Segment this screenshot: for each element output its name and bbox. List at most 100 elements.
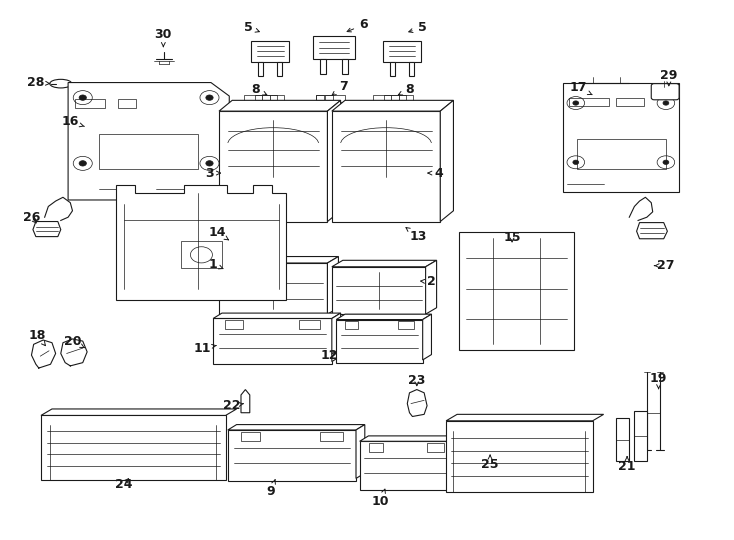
Text: 17: 17: [570, 82, 592, 94]
Polygon shape: [41, 415, 225, 480]
Circle shape: [573, 160, 578, 165]
Bar: [316, 96, 345, 102]
Polygon shape: [332, 100, 454, 111]
Polygon shape: [356, 424, 365, 478]
Polygon shape: [117, 185, 286, 300]
Polygon shape: [336, 320, 423, 363]
Text: 27: 27: [655, 259, 675, 272]
Text: 13: 13: [406, 227, 427, 243]
Bar: [576, 139, 666, 169]
Polygon shape: [321, 59, 327, 75]
Text: 12: 12: [320, 349, 338, 362]
Bar: [244, 96, 284, 102]
Circle shape: [206, 161, 213, 166]
Bar: [320, 432, 344, 441]
Polygon shape: [634, 411, 647, 461]
Bar: [369, 443, 383, 452]
Circle shape: [206, 95, 213, 100]
Polygon shape: [332, 111, 440, 221]
Ellipse shape: [50, 79, 72, 88]
Polygon shape: [360, 436, 462, 441]
Bar: [384, 96, 391, 100]
Text: 21: 21: [618, 457, 636, 473]
Bar: [325, 96, 333, 100]
Text: 26: 26: [23, 211, 40, 224]
Polygon shape: [342, 59, 348, 75]
Bar: [118, 99, 137, 109]
Text: 5: 5: [244, 21, 259, 34]
Bar: [373, 96, 413, 102]
Text: 10: 10: [371, 489, 389, 508]
Polygon shape: [409, 62, 415, 76]
Text: 16: 16: [62, 116, 84, 129]
Polygon shape: [228, 430, 356, 481]
Text: 28: 28: [27, 76, 50, 89]
Text: 22: 22: [222, 399, 243, 412]
Bar: [241, 432, 260, 441]
Polygon shape: [228, 424, 365, 430]
Text: 14: 14: [208, 226, 228, 240]
Text: 7: 7: [332, 80, 348, 96]
Circle shape: [79, 95, 87, 100]
Polygon shape: [423, 314, 432, 360]
Bar: [427, 443, 444, 452]
Bar: [225, 320, 243, 328]
Polygon shape: [33, 221, 61, 237]
Bar: [345, 321, 358, 329]
Text: 23: 23: [408, 374, 426, 387]
Text: 18: 18: [29, 329, 46, 346]
Polygon shape: [390, 62, 396, 76]
Polygon shape: [327, 256, 338, 314]
Polygon shape: [219, 100, 341, 111]
Polygon shape: [636, 222, 667, 239]
Text: 25: 25: [482, 455, 499, 471]
Bar: [269, 96, 277, 100]
Text: 19: 19: [650, 372, 667, 389]
Bar: [316, 96, 324, 100]
Text: 6: 6: [347, 18, 368, 32]
Polygon shape: [407, 389, 427, 416]
Bar: [262, 96, 269, 100]
Text: 15: 15: [504, 231, 521, 244]
Polygon shape: [313, 36, 355, 59]
Polygon shape: [68, 83, 229, 200]
Bar: [399, 96, 406, 100]
FancyBboxPatch shape: [651, 84, 679, 100]
Bar: [299, 320, 320, 328]
Text: 4: 4: [428, 166, 443, 179]
Bar: [76, 99, 105, 109]
Text: 1: 1: [208, 258, 223, 271]
Polygon shape: [446, 421, 592, 492]
Polygon shape: [251, 40, 289, 62]
Polygon shape: [332, 313, 341, 362]
Polygon shape: [440, 100, 454, 221]
Polygon shape: [459, 232, 574, 350]
Circle shape: [663, 101, 669, 105]
Polygon shape: [258, 62, 264, 76]
Bar: [391, 96, 399, 100]
Polygon shape: [446, 414, 603, 421]
Polygon shape: [336, 314, 432, 320]
Polygon shape: [277, 62, 283, 76]
Text: 5: 5: [409, 21, 426, 34]
Polygon shape: [219, 256, 338, 263]
Polygon shape: [41, 409, 236, 415]
Polygon shape: [219, 111, 327, 221]
Bar: [255, 96, 262, 100]
Text: 11: 11: [194, 342, 217, 355]
Polygon shape: [332, 267, 426, 314]
Polygon shape: [426, 260, 437, 314]
Text: 9: 9: [266, 480, 275, 498]
Text: 20: 20: [64, 335, 84, 348]
Polygon shape: [213, 319, 332, 364]
Circle shape: [79, 161, 87, 166]
Polygon shape: [332, 260, 437, 267]
Bar: [569, 98, 609, 106]
Polygon shape: [219, 263, 327, 314]
Bar: [181, 241, 222, 268]
Text: 3: 3: [206, 166, 220, 179]
Polygon shape: [327, 100, 341, 221]
Text: 8: 8: [399, 83, 414, 96]
Polygon shape: [213, 313, 341, 319]
Bar: [616, 98, 644, 106]
